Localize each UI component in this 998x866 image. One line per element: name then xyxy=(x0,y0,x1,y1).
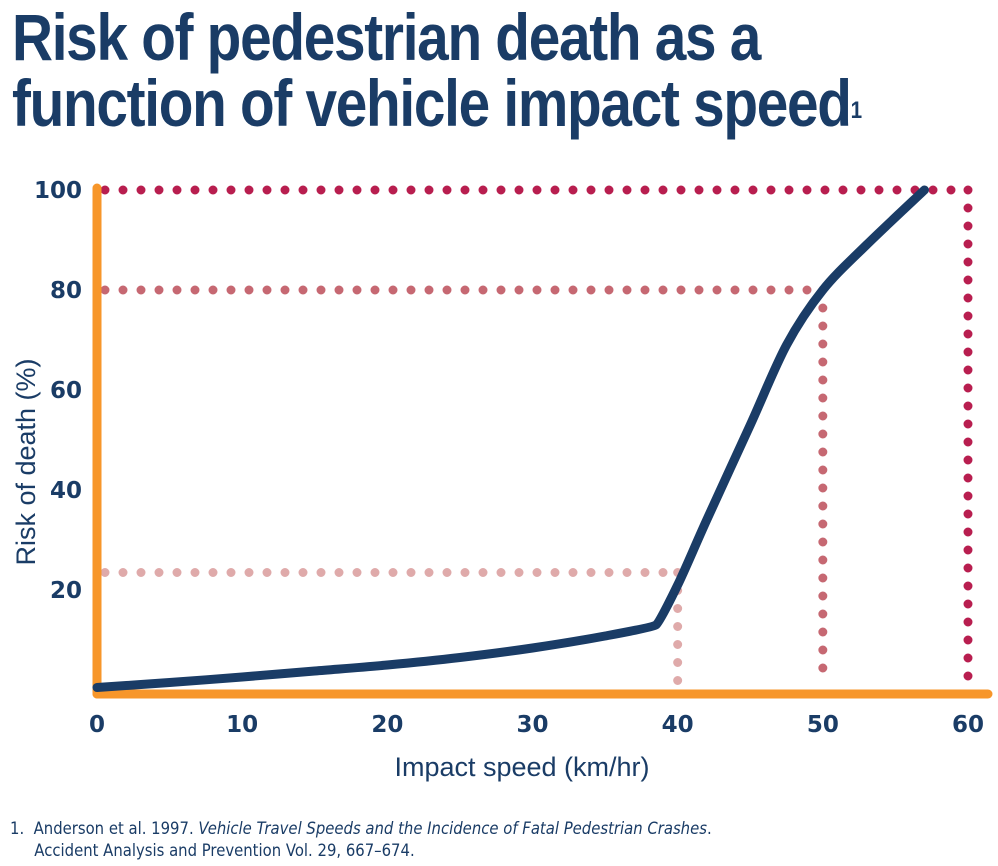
title-line-2: function of vehicle impact speed xyxy=(12,66,852,140)
title-line-1: Risk of pedestrian death as a xyxy=(12,0,761,74)
footnote-number: 1. xyxy=(10,819,25,838)
footnote-marker: 1 xyxy=(850,97,863,124)
risk-curve xyxy=(92,185,929,692)
footnote: 1. Anderson et al. 1997. Vehicle Travel … xyxy=(10,819,712,860)
y-tick-label: 60 xyxy=(50,378,82,404)
footnote-work: Vehicle Travel Speeds and the Incidence … xyxy=(198,819,707,838)
chart-title: Risk of pedestrian death as a function of… xyxy=(12,4,862,136)
footnote-authors: Anderson et al. 1997. xyxy=(33,819,194,838)
x-tick-label: 60 xyxy=(952,712,984,738)
y-axis-label: Risk of death (%) xyxy=(11,358,41,565)
y-tick-label: 100 xyxy=(34,178,82,204)
x-tick-label: 0 xyxy=(89,712,105,738)
chart: 20 40 60 80 100 0 10 20 30 40 50 60 Impact speed (km… xyxy=(11,178,993,782)
y-tick-label: 80 xyxy=(50,278,82,304)
y-tick-label: 20 xyxy=(50,578,82,604)
x-axis-label: Impact speed (km/hr) xyxy=(394,752,649,782)
x-tick-label: 40 xyxy=(662,712,694,738)
x-tick-label: 10 xyxy=(226,712,258,738)
footnote-journal: Accident Analysis and Prevention Vol. 29… xyxy=(34,841,415,860)
x-tick-label: 30 xyxy=(516,712,548,738)
x-tick-label: 20 xyxy=(371,712,403,738)
y-tick-label: 40 xyxy=(50,478,82,504)
x-tick-label: 50 xyxy=(807,712,839,738)
